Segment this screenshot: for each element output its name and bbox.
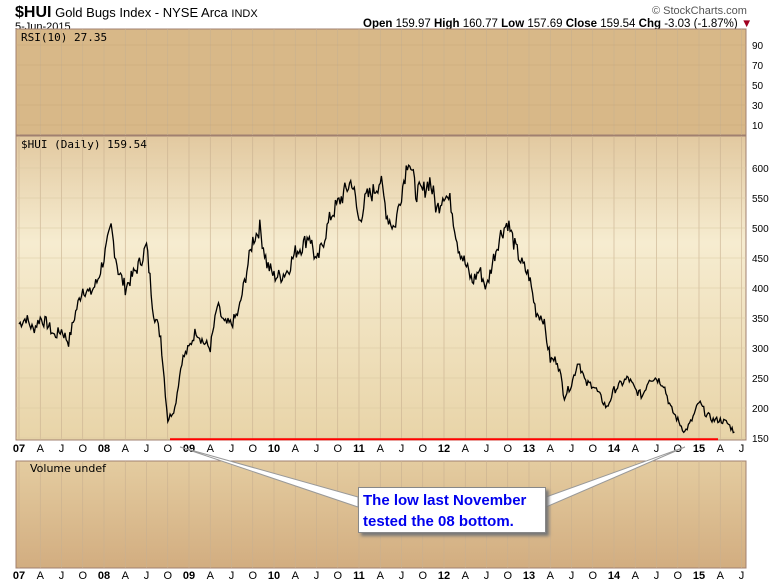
x-tick-label: A: [122, 443, 130, 455]
volume-label: Volume undef: [30, 462, 107, 475]
x-tick-label: A: [377, 570, 385, 582]
x-tick-label: O: [78, 443, 87, 455]
x-tick-label: A: [717, 570, 725, 582]
x-tick-label: O: [248, 570, 257, 582]
x-tick-label: J: [654, 570, 660, 582]
x-tick-label: 12: [438, 570, 450, 582]
x-tick-label: O: [418, 443, 427, 455]
x-tick-label: J: [484, 443, 490, 455]
x-tick-label: O: [78, 570, 87, 582]
price-tick-label: 300: [752, 344, 769, 355]
x-tick-label: O: [333, 443, 342, 455]
x-tick-label: O: [503, 443, 512, 455]
rsi-tick-label: 10: [752, 121, 764, 132]
x-tick-label: A: [377, 443, 385, 455]
x-tick-label: A: [632, 570, 640, 582]
price-tick-label: 600: [752, 164, 769, 175]
x-tick-label: J: [739, 570, 745, 582]
rsi-panel: [15, 28, 747, 136]
x-tick-label: 07: [13, 570, 25, 582]
x-tick-label: A: [207, 570, 215, 582]
x-tick-label: 09: [183, 570, 195, 582]
x-tick-label: J: [144, 443, 150, 455]
x-tick-label: O: [588, 443, 597, 455]
x-tick-label: 12: [438, 443, 450, 455]
x-tick-label: 14: [608, 443, 621, 455]
ohlc-readout: Open 159.97 High 160.77 Low 157.69 Close…: [363, 18, 753, 30]
x-tick-label: J: [229, 443, 235, 455]
rsi-tick-label: 50: [752, 81, 764, 92]
x-tick-label: A: [632, 443, 640, 455]
x-tick-label: A: [292, 570, 300, 582]
x-tick-label: 10: [268, 443, 280, 455]
x-tick-label: A: [462, 570, 470, 582]
price-tick-label: 200: [752, 404, 769, 415]
x-tick-label: J: [314, 570, 320, 582]
x-tick-label: 08: [98, 570, 110, 582]
down-arrow-icon: ▼: [740, 18, 753, 30]
price-series: [18, 163, 735, 434]
rsi-tick-label: 30: [752, 101, 764, 112]
x-tick-label: A: [547, 570, 555, 582]
x-tick-label: J: [314, 443, 320, 455]
x-tick-label: J: [739, 443, 745, 455]
x-tick-label: J: [569, 570, 575, 582]
x-tick-label: O: [163, 443, 172, 455]
price-tick-label: 350: [752, 314, 769, 325]
x-tick-label: J: [654, 443, 660, 455]
price-tick-label: 400: [752, 284, 769, 295]
x-tick-label: J: [399, 443, 405, 455]
x-tick-label: J: [229, 570, 235, 582]
x-tick-label: 15: [693, 570, 705, 582]
x-tick-label: 08: [98, 443, 110, 455]
price-tick-label: 250: [752, 374, 769, 385]
price-tick-label: 150: [752, 434, 769, 445]
x-tick-label: J: [569, 443, 575, 455]
x-tick-label: 15: [693, 443, 705, 455]
x-tick-label: J: [144, 570, 150, 582]
x-tick-label: O: [163, 570, 172, 582]
x-tick-label: A: [547, 443, 555, 455]
x-tick-label: A: [717, 443, 725, 455]
x-tick-label: A: [37, 443, 45, 455]
rsi-tick-label: 90: [752, 41, 764, 52]
price-tick-label: 550: [752, 194, 769, 205]
annotation-callout: The low last November tested the 08 botto…: [358, 487, 546, 533]
x-tick-label: A: [207, 443, 215, 455]
x-tick-label: O: [333, 570, 342, 582]
x-tick-label: 11: [353, 443, 365, 455]
x-tick-label: 10: [268, 570, 280, 582]
x-tick-label: 07: [13, 443, 25, 455]
x-tick-label: A: [37, 570, 45, 582]
x-tick-label: O: [418, 570, 427, 582]
x-tick-label: J: [59, 570, 65, 582]
x-tick-label: J: [399, 570, 405, 582]
rsi-tick-label: 70: [752, 61, 764, 72]
copyright: © StockCharts.com: [652, 5, 747, 17]
x-tick-label: A: [292, 443, 300, 455]
x-tick-label: A: [462, 443, 470, 455]
price-tick-label: 450: [752, 254, 769, 265]
x-tick-label: 14: [608, 570, 621, 582]
x-tick-label: 13: [523, 443, 535, 455]
x-tick-label: A: [122, 570, 130, 582]
x-tick-label: 13: [523, 570, 535, 582]
x-tick-label: O: [588, 570, 597, 582]
rsi-label: RSI(10) 27.35: [21, 31, 107, 44]
chart-title: $HUI Gold Bugs Index - NYSE Arca INDX: [15, 4, 258, 21]
x-tick-label: O: [503, 570, 512, 582]
price-tick-label: 500: [752, 224, 769, 235]
x-tick-label: 09: [183, 443, 195, 455]
callout-pointer-right: [545, 446, 686, 508]
x-tick-label: O: [673, 570, 682, 582]
price-label: $HUI (Daily) 159.54: [21, 138, 147, 151]
x-tick-label: 11: [353, 570, 365, 582]
x-tick-label: O: [248, 443, 257, 455]
x-tick-label: J: [484, 570, 490, 582]
x-tick-label: J: [59, 443, 65, 455]
